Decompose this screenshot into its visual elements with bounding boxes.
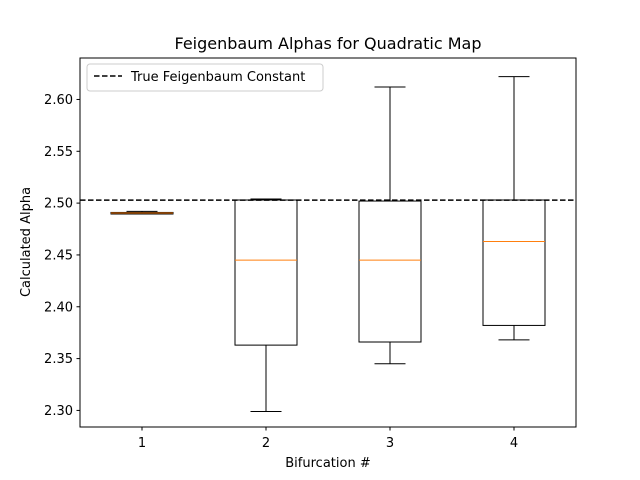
box-body <box>358 200 422 343</box>
box-2 <box>234 198 298 412</box>
box-body <box>482 199 546 326</box>
y-tick-label: 2.50 <box>44 197 73 212</box>
legend-entry-label: True Feigenbaum Constant <box>130 70 305 85</box>
box-4 <box>482 76 546 341</box>
x-tick-label: 4 <box>510 436 518 451</box>
x-tick-label: 2 <box>262 436 270 451</box>
y-tick-label: 2.55 <box>44 145 73 160</box>
y-tick-label: 2.30 <box>44 404 73 419</box>
x-axis-label: Bifurcation # <box>285 456 370 471</box>
y-axis-label: Calculated Alpha <box>19 187 34 297</box>
y-axis: 2.30 2.35 2.40 2.45 2.50 2.55 2.60 <box>44 93 80 419</box>
x-tick-label: 3 <box>386 436 394 451</box>
box-3 <box>358 86 422 365</box>
marks-layer <box>80 76 576 412</box>
y-tick-label: 2.60 <box>44 93 73 108</box>
x-axis: 1 2 3 4 <box>138 427 518 451</box>
x-tick-label: 1 <box>138 436 146 451</box>
y-tick-label: 2.45 <box>44 248 73 263</box>
legend-frame <box>86 63 324 92</box>
chart-title: Feigenbaum Alphas for Quadratic Map <box>175 34 482 53</box>
box-body <box>234 199 298 346</box>
box-1 <box>110 210 174 215</box>
legend: True Feigenbaum Constant <box>86 63 324 92</box>
y-tick-label: 2.35 <box>44 352 73 367</box>
plot-frame <box>79 57 577 428</box>
y-tick-label: 2.40 <box>44 300 73 315</box>
